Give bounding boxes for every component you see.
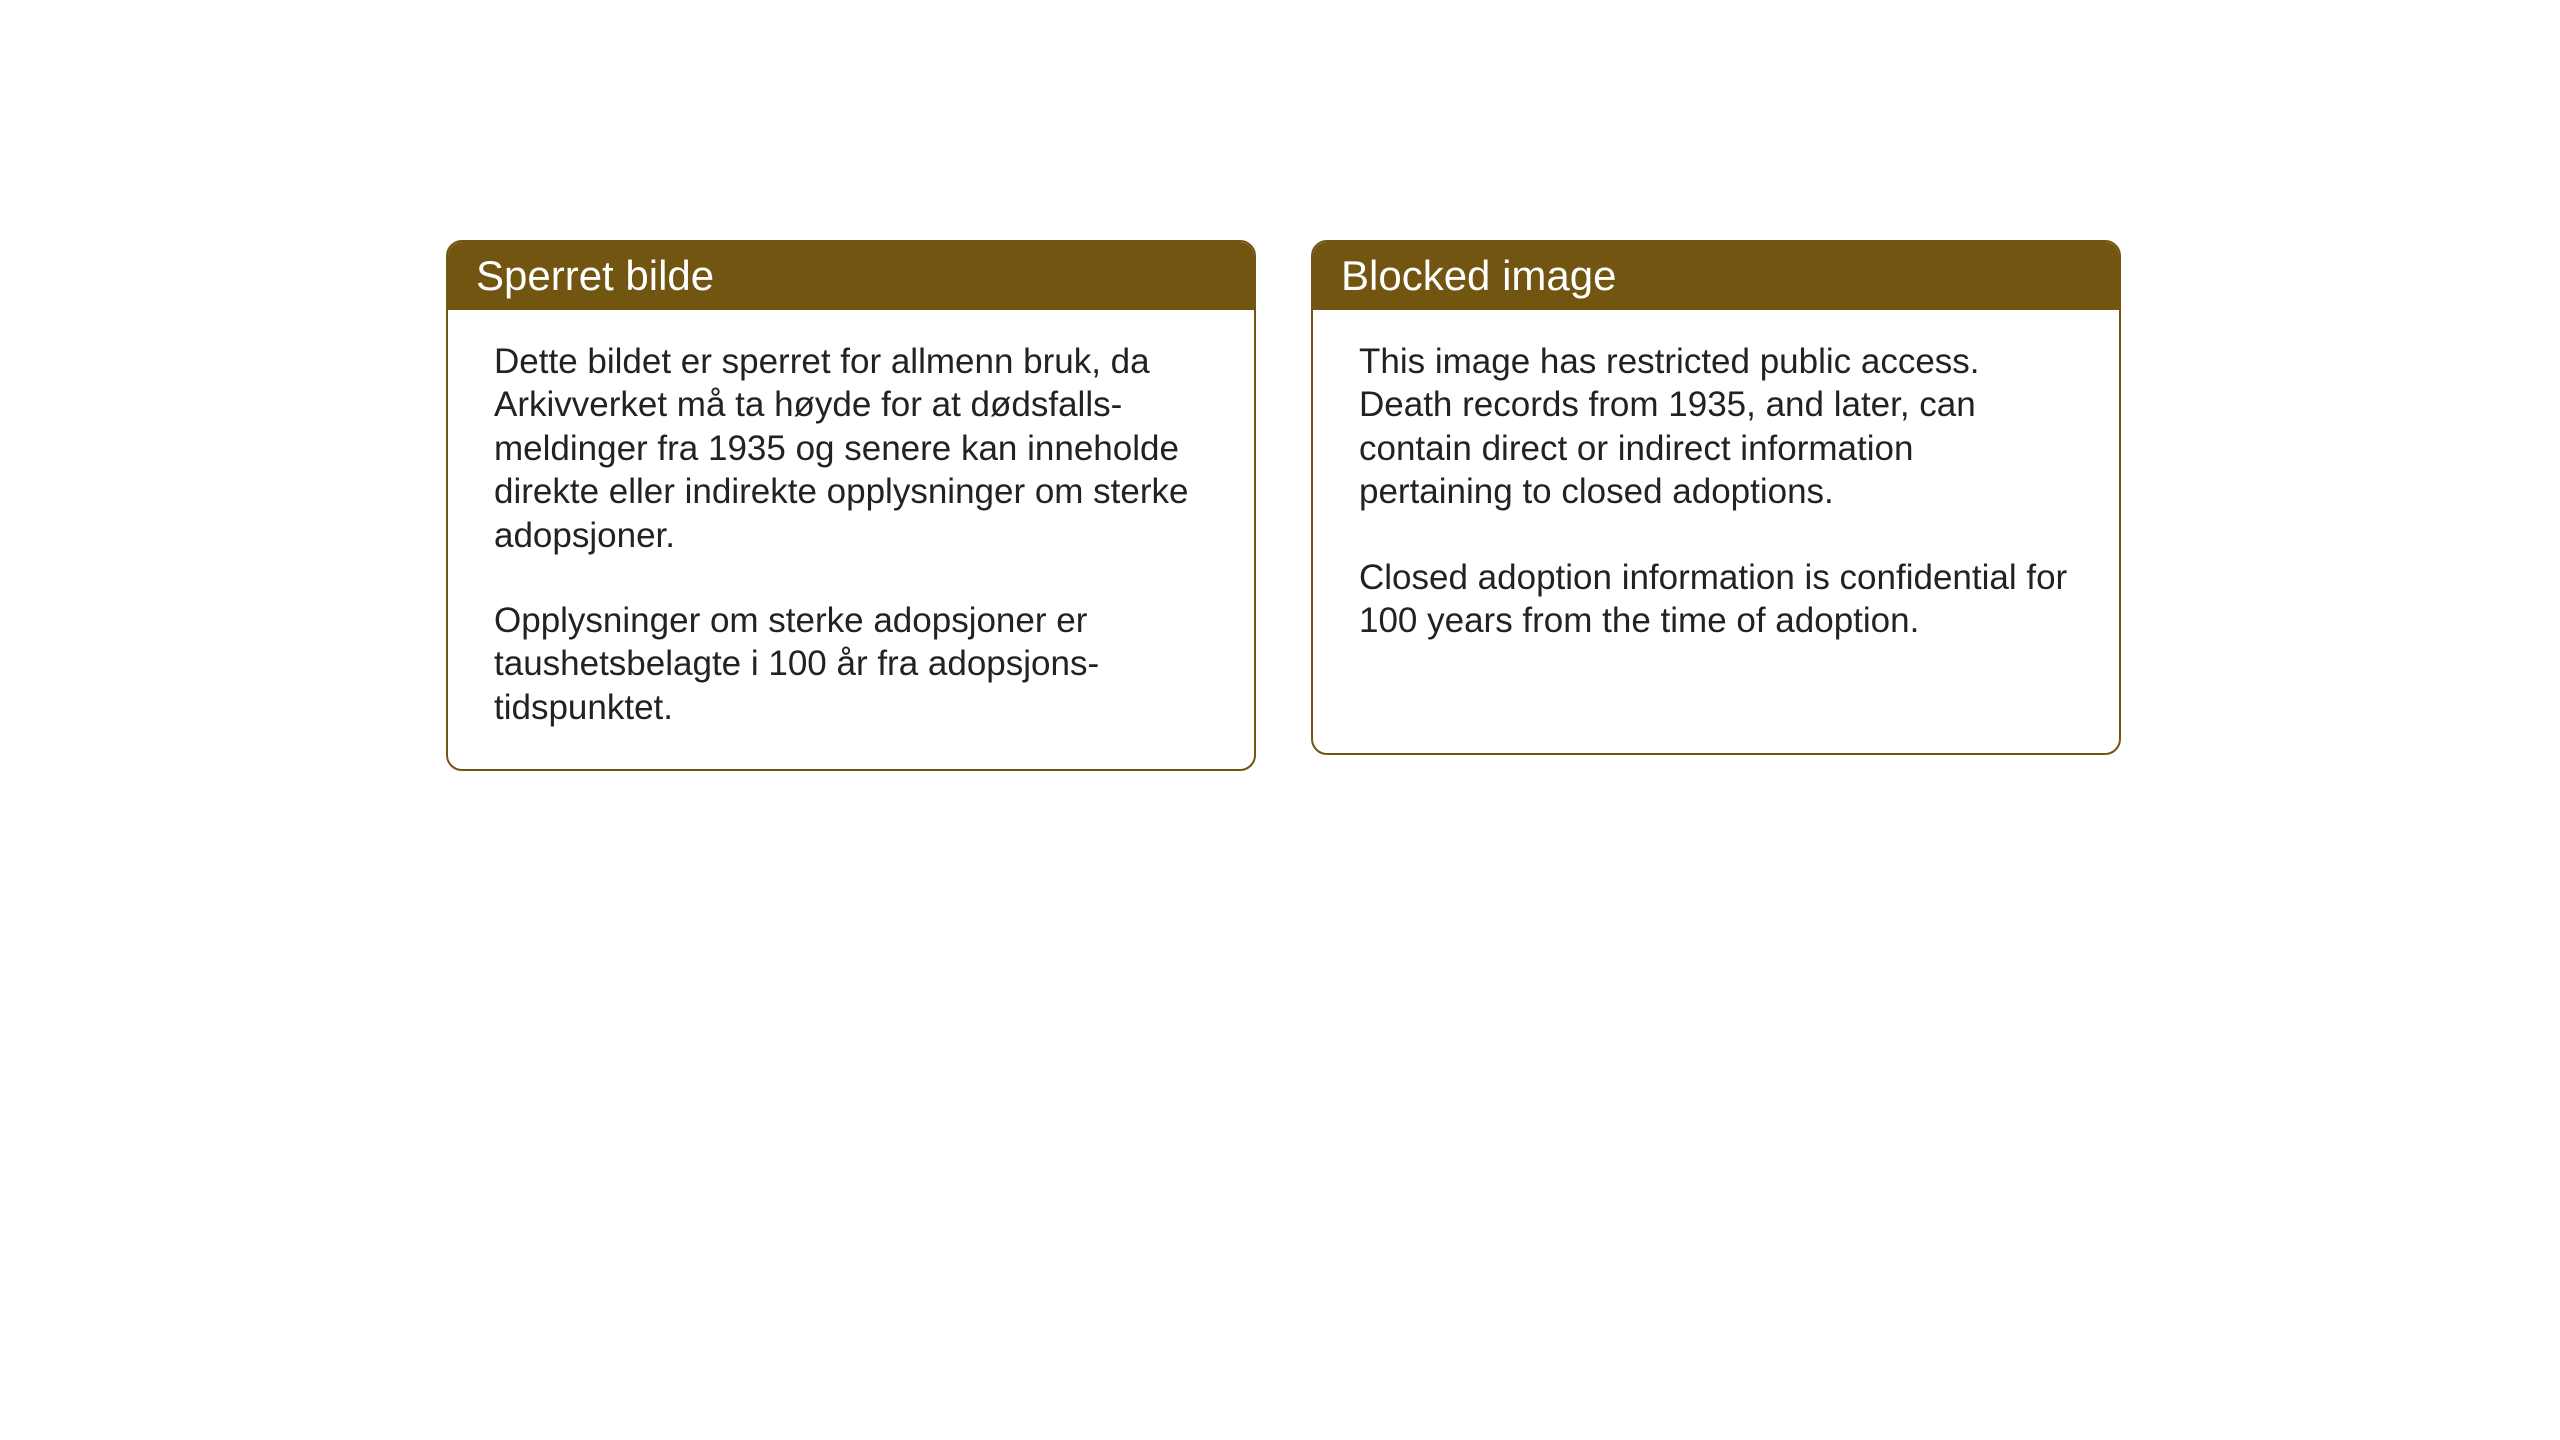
card-title-english: Blocked image — [1341, 252, 1616, 299]
card-body-norwegian: Dette bildet er sperret for allmenn bruk… — [448, 310, 1254, 769]
card-body-english: This image has restricted public access.… — [1313, 310, 2119, 682]
notice-card-english: Blocked image This image has restricted … — [1311, 240, 2121, 755]
notice-card-norwegian: Sperret bilde Dette bildet er sperret fo… — [446, 240, 1256, 771]
card-header-norwegian: Sperret bilde — [448, 242, 1254, 310]
card-header-english: Blocked image — [1313, 242, 2119, 310]
card-title-norwegian: Sperret bilde — [476, 252, 714, 299]
paragraph-2-english: Closed adoption information is confident… — [1359, 556, 2073, 643]
paragraph-1-norwegian: Dette bildet er sperret for allmenn bruk… — [494, 340, 1208, 557]
paragraph-2-norwegian: Opplysninger om sterke adopsjoner er tau… — [494, 599, 1208, 729]
notice-container: Sperret bilde Dette bildet er sperret fo… — [446, 240, 2121, 771]
paragraph-1-english: This image has restricted public access.… — [1359, 340, 2073, 514]
